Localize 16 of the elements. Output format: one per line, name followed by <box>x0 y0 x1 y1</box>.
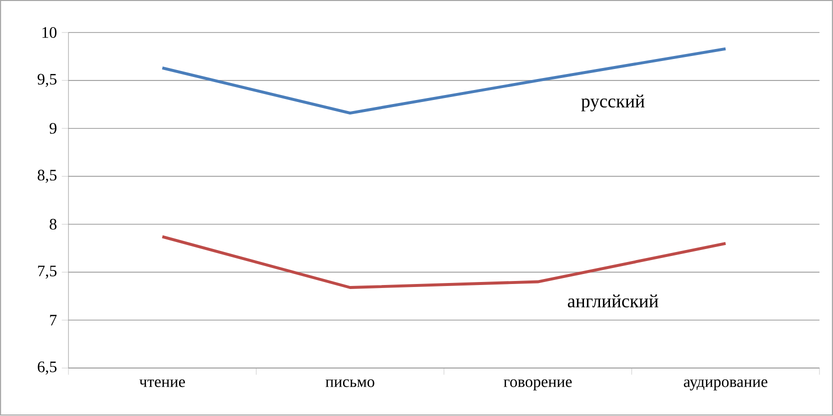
y-tick-label: 8,5 <box>38 170 56 184</box>
x-tick-label: письмо <box>326 380 374 388</box>
y-tick-label: 7,5 <box>38 266 56 279</box>
y-tick-label: 7 <box>50 315 57 326</box>
y-tick-label: 6,5 <box>38 362 56 375</box>
y-tick-label: 9 <box>50 123 56 134</box>
line-series <box>160 48 728 115</box>
x-tick-label: говорение <box>504 380 572 391</box>
series-label: английский <box>568 294 658 308</box>
y-tick-label: 9,5 <box>38 74 56 88</box>
y-tick-label: 8 <box>50 219 56 230</box>
y-tick-label: 10 <box>42 27 56 38</box>
line-series <box>160 235 728 290</box>
x-tick-label: чтение <box>139 380 185 388</box>
series-label: русский <box>581 94 644 112</box>
x-tick-label: аудирование <box>684 380 768 391</box>
